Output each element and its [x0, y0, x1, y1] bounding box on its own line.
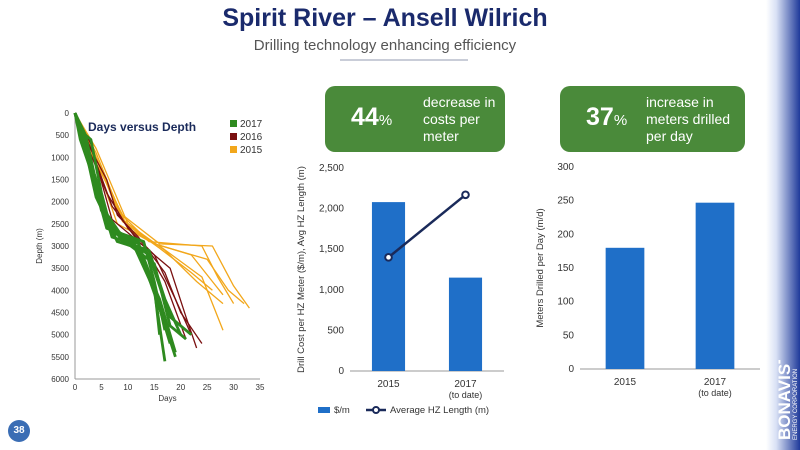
page-subtitle: Drilling technology enhancing efficiency: [253, 37, 517, 54]
x-tick-label: 15: [150, 383, 159, 392]
legend-swatch-2017: [230, 120, 237, 127]
y-tick-label: 2,000: [319, 204, 344, 215]
y-tick-label: 2,500: [319, 163, 344, 174]
x-tick-label: 2017: [704, 377, 727, 388]
y-tick-label: 3000: [51, 242, 69, 251]
y-tick-label: 6000: [51, 375, 69, 384]
y-tick-label: 1500: [51, 176, 69, 185]
speed-callout-value: 37%: [586, 103, 628, 131]
y-tick-label: 5500: [51, 353, 69, 362]
y-tick-label: 250: [557, 196, 574, 207]
y-tick-label: 5000: [51, 331, 69, 340]
bar-1: [448, 277, 483, 371]
speed-callout: 37% increase in meters drilled per day: [560, 86, 745, 152]
logo-name: BONAVISTA: [775, 360, 794, 440]
y-tick-label: 1,500: [319, 244, 344, 255]
x-tick-label: (to date): [698, 388, 732, 398]
series-2017-well-line: [73, 112, 167, 331]
meters-per-day-chart: 0 50 100 150 200 250 300 Meters Drilled per Day…: [535, 162, 760, 398]
series-2017-well-line: [73, 112, 161, 335]
y-tick-label: 3500: [51, 264, 69, 273]
legend-swatch-2016: [230, 133, 237, 140]
y-tick-label: 0: [338, 366, 344, 377]
y-tick-label: 2500: [51, 220, 69, 229]
legend-label-bar: $/m: [334, 405, 350, 416]
x-tick-label: 10: [123, 383, 132, 392]
y-tick-label: 4000: [51, 286, 69, 295]
brand-bar: [766, 0, 800, 450]
avg-length-point-1: [461, 190, 470, 200]
cost-callout-value: 44%: [351, 103, 393, 131]
legend-swatch-bar: [318, 407, 330, 413]
avg-length-line: [387, 193, 467, 259]
y-tick-label: 150: [557, 263, 574, 274]
series-2015-well-line: [74, 112, 224, 331]
bar-1: [695, 202, 735, 369]
subtitle-underline: [340, 59, 468, 61]
legend-swatch-2015: [230, 146, 237, 153]
legend-label-2015: 2015: [240, 145, 263, 156]
series-2015-well-line: [74, 112, 235, 304]
y-tick-label: 300: [557, 162, 574, 173]
y-tick-label: 100: [557, 297, 574, 308]
series-2015-well-line: [74, 112, 224, 296]
speed-callout-text: increase in meters drilled per day: [646, 94, 731, 144]
y-tick-label: 2000: [51, 198, 69, 207]
x-axis-title: Days: [158, 394, 176, 403]
x-tick-label: 2015: [377, 379, 400, 390]
cost-callout: 44% decrease in costs per meter: [325, 86, 505, 152]
y-tick-label: 4500: [51, 309, 69, 318]
y-tick-label: 0: [568, 364, 574, 375]
y-tick-label: 500: [327, 325, 344, 336]
x-tick-label: 2015: [614, 377, 637, 388]
legend-swatch-marker: [372, 406, 380, 414]
x-tick-label: 25: [203, 383, 212, 392]
chart-title: Days versus Depth: [88, 120, 196, 134]
y-tick-label: 500: [56, 131, 70, 140]
legend-label-2017: 2017: [240, 119, 263, 130]
legend-label-line: Average HZ Length (m): [390, 405, 489, 416]
x-tick-label: 5: [99, 383, 104, 392]
avg-length-point-0: [384, 253, 393, 262]
y-tick-label: 0: [65, 109, 70, 118]
y-axis-title: Drill Cost per HZ Meter ($/m), Avg HZ Le…: [296, 166, 307, 373]
x-tick-label: 20: [176, 383, 185, 392]
drill-cost-chart: 0 500 1,000 1,500 2,000 2,500 Drill Cost per H…: [296, 163, 504, 416]
x-tick-label: 35: [256, 383, 265, 392]
page-number: 38: [8, 420, 30, 442]
y-tick-label: 1000: [51, 153, 69, 162]
x-tick-label: 30: [229, 383, 238, 392]
series-2017-well-line: [73, 112, 187, 341]
page-title: Spirit River – Ansell Wilrich: [222, 4, 548, 32]
y-axis-title: Depth (m): [35, 228, 44, 264]
x-tick-label: 2017: [454, 379, 477, 390]
y-tick-label: 200: [557, 229, 574, 240]
company-logo: BONAVISTA ENERGY CORPORATION: [775, 360, 798, 440]
logo-tagline: ENERGY CORPORATION: [793, 369, 798, 440]
y-axis-title: Meters Drilled per Day (m/d): [535, 208, 546, 327]
cost-callout-text: decrease in costs per meter: [423, 94, 496, 144]
legend-label-2016: 2016: [240, 132, 263, 143]
bar-0: [605, 247, 645, 369]
bar-0: [371, 202, 406, 371]
x-tick-label: (to date): [449, 390, 483, 400]
days-vs-depth-chart: 0 500 1000 1500 2000 2500 3000 3500 4000 4500 5000…: [35, 109, 265, 403]
y-tick-label: 50: [563, 330, 575, 341]
x-tick-label: 0: [73, 383, 78, 392]
y-tick-label: 1,000: [319, 285, 344, 296]
